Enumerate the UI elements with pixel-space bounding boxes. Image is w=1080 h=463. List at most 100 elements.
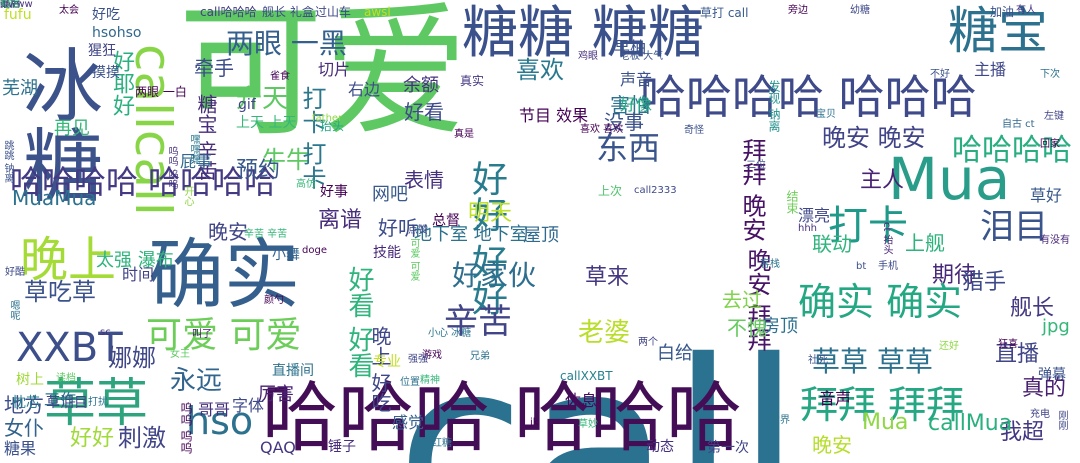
cloud-word: 好听: [378, 216, 418, 240]
cloud-word: 舰长 礼盒: [262, 5, 314, 19]
cloud-word: hsohso: [92, 25, 142, 41]
cloud-word: 旁边: [788, 5, 808, 16]
cloud-word: 网吧: [372, 184, 408, 205]
cloud-word: 好耶好: [109, 50, 134, 116]
cloud-word: 开心: [182, 186, 193, 206]
cloud-word: 哈哈哈哈 哈哈哈哈: [10, 163, 277, 201]
cloud-word: 晚上: [20, 232, 117, 288]
cloud-word: 不愧: [727, 316, 767, 340]
cloud-word: 喜欢: [516, 56, 564, 84]
cloud-word: 糖宝 辛苦: [194, 94, 218, 181]
cloud-word: 发现 钠离: [767, 80, 781, 132]
cloud-word: 漂亮: [798, 206, 831, 225]
cloud-word: 牛牛: [262, 146, 310, 174]
cloud-word: 树上: [16, 372, 44, 388]
cloud-word: call哈哈哈: [200, 5, 257, 19]
cloud-word: 泪目: [980, 207, 1048, 247]
cloud-word: 音声: [819, 389, 852, 408]
cloud-word: 好像: [620, 95, 653, 114]
cloud-word: 屋顶: [523, 225, 559, 246]
cloud-word: 枕芯: [12, 395, 40, 411]
cloud-word: 主人: [860, 168, 905, 193]
cloud-word: 有人: [1016, 5, 1036, 16]
cloud-word: 结束: [785, 190, 799, 214]
cloud-word: 兄弟: [470, 351, 490, 362]
cloud-word: 有没有: [1040, 235, 1070, 246]
cloud-word: 两眼 一白: [135, 85, 187, 99]
cloud-word: 好事: [320, 184, 348, 200]
cloud-word: 位置: [400, 377, 420, 388]
cloud-word: 真的: [1022, 376, 1067, 401]
cloud-word: 去过: [722, 288, 762, 312]
cloud-word: 呜呜 呜呜: [179, 402, 193, 454]
cloud-word: 宝贝: [816, 109, 836, 120]
cloud-word: 狂喜: [998, 339, 1018, 350]
cloud-word: 糖糖 糖糖: [462, 1, 704, 66]
cloud-word: 直播间: [272, 363, 314, 379]
cloud-word: 下次: [1040, 69, 1060, 80]
cloud-word: awsl: [364, 5, 391, 19]
cloud-word: 女仆: [4, 416, 44, 440]
cloud-word: 动态: [646, 439, 674, 455]
cloud-word: 上天 上天: [236, 115, 297, 131]
cloud-word: 期待: [932, 263, 977, 288]
cloud-word: sc: [100, 327, 111, 338]
cloud-word: 猎手: [962, 270, 1007, 295]
cloud-word: 回家: [1040, 139, 1060, 150]
cloud-word: 好看: [404, 100, 444, 124]
cloud-word: 相信: [0, 0, 20, 10]
cloud-word: callMua: [928, 411, 1013, 436]
cloud-word: 晚上 好吃: [368, 326, 392, 413]
cloud-word: QAQ: [260, 438, 296, 457]
cloud-word: 草妙: [578, 419, 598, 430]
cloud-word: 还好: [939, 341, 959, 352]
cloud-word: 嗯呢: [8, 300, 19, 320]
cloud-word: 叫了: [192, 329, 212, 340]
cloud-word: 晚安: [812, 433, 852, 457]
cloud-word: 离谱: [318, 208, 363, 233]
cloud-word: 刺激: [118, 424, 166, 452]
cloud-word: 好好: [70, 426, 115, 451]
cloud-word: 老婆: [578, 318, 631, 348]
cloud-word: 锤子: [328, 439, 356, 455]
cloud-word: 可爱 可爱: [146, 315, 302, 356]
cloud-word: 好家伙: [452, 259, 537, 292]
cloud-word: 草吃草: [24, 278, 96, 306]
cloud-word: 糖宝: [948, 2, 1048, 60]
cloud-word: 确实: [148, 230, 300, 319]
cloud-word: 再见: [54, 118, 90, 139]
cloud-word: 切片: [318, 60, 351, 79]
cloud-word: 小心 冰糖: [428, 328, 472, 339]
cloud-word: 精神: [420, 375, 440, 386]
cloud-word: doge: [302, 245, 327, 256]
cloud-word: 娜娜: [108, 344, 156, 372]
cloud-word: 工作: [44, 390, 77, 409]
cloud-word: 哈哈哈哈: [952, 133, 1072, 168]
cloud-word: hso: [186, 399, 254, 443]
cloud-word: 女王: [170, 349, 190, 360]
cloud-word: 嘿嘿嘿: [188, 134, 199, 164]
cloud-word: 草来: [585, 265, 630, 290]
cloud-word: fufu: [4, 7, 32, 23]
cloud-word: 点赞: [408, 225, 428, 236]
cloud-word: 鸡眼: [578, 51, 598, 62]
cloud-word: father: [312, 113, 343, 124]
cloud-word: 确实 确实: [798, 280, 963, 324]
cloud-word: call2333: [634, 185, 677, 196]
cloud-word: 预约: [236, 158, 281, 183]
cloud-word: 草草: [44, 374, 149, 434]
cloud-word: 草好: [1030, 186, 1063, 205]
cloud-word: 高仿: [296, 179, 316, 190]
cloud-word: 太会: [59, 5, 79, 16]
cloud-word: 幼糖: [850, 5, 870, 16]
cloud-word: 晚安 拜拜: [743, 248, 771, 352]
cloud-word: 过山车: [315, 5, 352, 19]
cloud-word: 升天: [236, 84, 289, 114]
cloud-word: MuaMua: [12, 186, 97, 210]
cloud-word: 二位: [746, 160, 766, 171]
cloud-word: 右边: [348, 80, 381, 99]
cloud-word: 打扰: [88, 397, 108, 408]
cloud-word: 上次: [598, 184, 623, 198]
cloud-word: 奇怪: [684, 125, 704, 136]
